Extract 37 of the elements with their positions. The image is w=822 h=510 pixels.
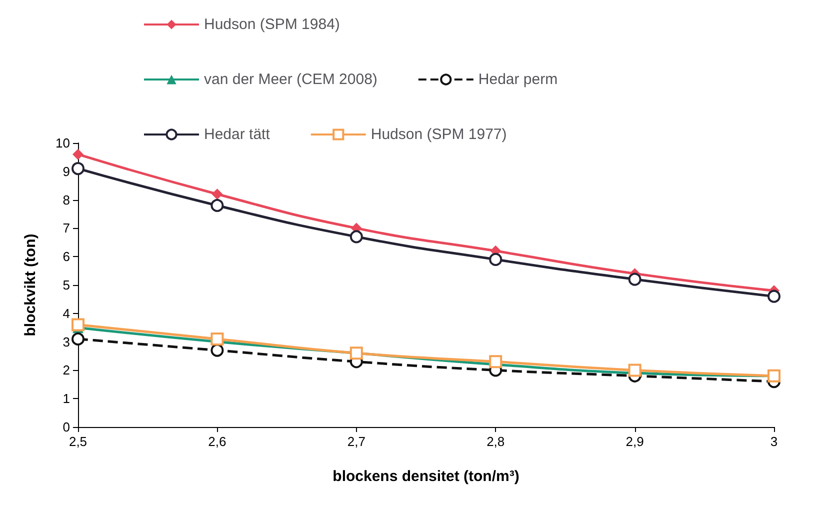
point [350,230,363,244]
point [489,355,502,368]
y-tick-label: 0 [62,420,70,434]
y-tick-label: 5 [62,278,70,292]
y-tick-label: 10 [56,136,70,150]
x-tick-label: 2,8 [486,434,505,449]
legend-label: Hedar perm [478,71,558,88]
y-tick-label: 9 [62,164,70,179]
point [72,148,84,160]
x-axis-title: blockens densitet (ton/m³) [332,468,520,485]
y-tick-label: 7 [62,220,70,236]
x-tick-label: 2,6 [208,434,226,449]
y-tick-label: 6 [62,249,70,264]
point [210,332,224,346]
point [210,344,224,357]
point [210,198,224,212]
legend-label: van der Meer (CEM 2008) [204,71,378,88]
x-tick-label: 2,7 [347,434,366,449]
y-tick-label: 4 [62,306,70,321]
point [628,272,642,286]
point [72,332,84,346]
legend-label: Hedar tätt [204,126,271,143]
y-tick-label: 1 [62,391,70,406]
y-axis-title: blockvikt (ton) [22,234,39,336]
point [489,252,502,266]
x-tick-label: 2,5 [68,434,88,449]
y-tick-label: 3 [62,334,70,350]
point [768,290,780,303]
x-tick-label: 2,9 [626,434,644,449]
y-tick-label: 8 [62,192,70,208]
point [628,364,642,377]
x-tick-label: 3 [770,434,778,449]
point [72,162,84,176]
legend-label: Hudson (SPM 1977) [370,126,507,143]
point [212,188,223,200]
y-tick-label: 2 [62,362,70,378]
legend-label: Hudson (SPM 1984) [204,16,340,33]
